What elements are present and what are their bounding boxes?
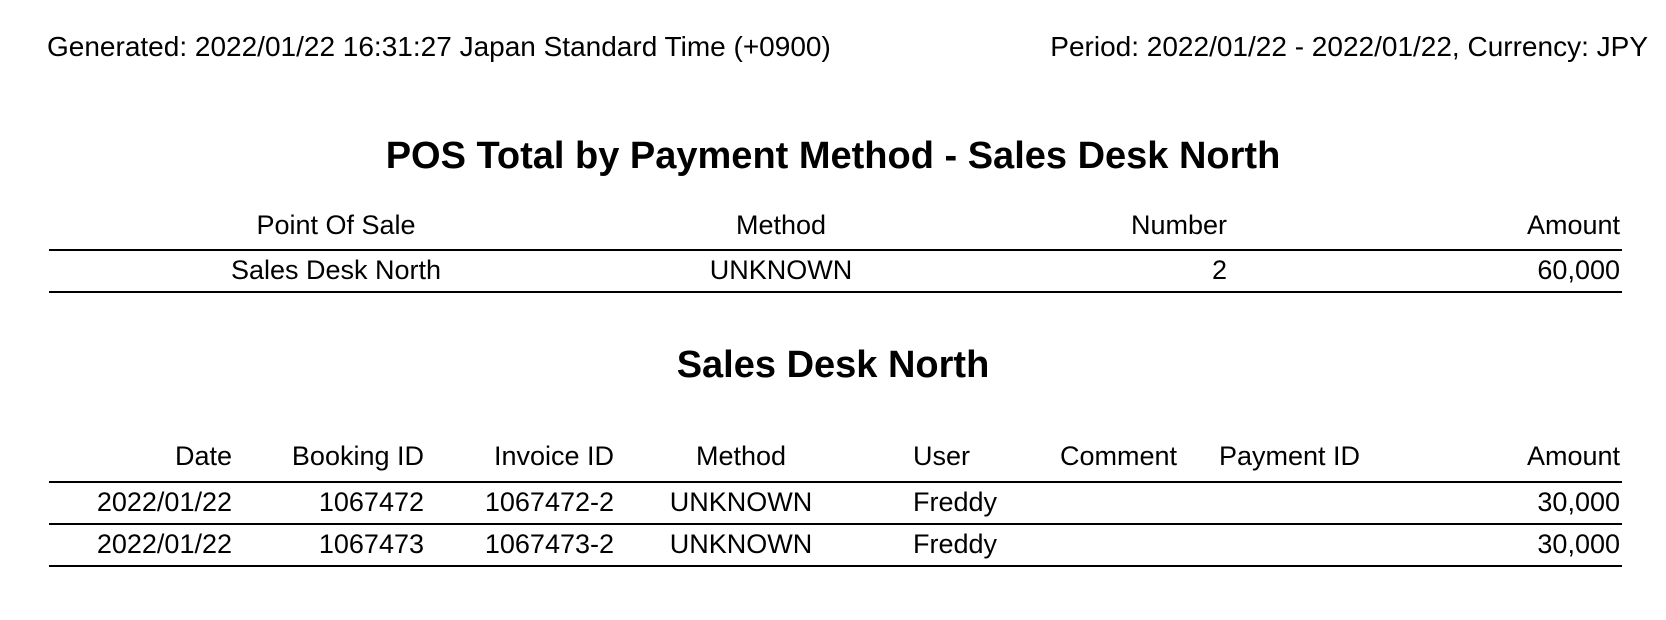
column-header-user: User xyxy=(860,427,1015,483)
cell-method: UNKNOWN xyxy=(622,482,860,525)
cell-booking-id: 1067473 xyxy=(240,524,432,567)
pos-summary-table: Point Of Sale Method Number Amount Sales… xyxy=(49,198,1622,293)
cell-payment-id xyxy=(1185,524,1368,567)
cell-method: UNKNOWN xyxy=(622,524,860,567)
cell-date: 2022/01/22 xyxy=(49,482,240,525)
cell-method: UNKNOWN xyxy=(623,250,939,293)
column-header-method: Method xyxy=(622,427,860,483)
column-header-amount: Amount xyxy=(1368,427,1622,483)
pos-detail-table: Date Booking ID Invoice ID Method User C… xyxy=(49,427,1622,567)
column-header-comment: Comment xyxy=(1015,427,1185,483)
cell-amount: 30,000 xyxy=(1368,524,1622,567)
cell-amount: 30,000 xyxy=(1368,482,1622,525)
table-row: 2022/01/22 1067473 1067473-2 UNKNOWN Fre… xyxy=(49,524,1622,567)
column-header-invoice-id: Invoice ID xyxy=(432,427,622,483)
table-row: 2022/01/22 1067472 1067472-2 UNKNOWN Fre… xyxy=(49,482,1622,525)
cell-booking-id: 1067472 xyxy=(240,482,432,525)
cell-invoice-id: 1067473-2 xyxy=(432,524,622,567)
column-header-amount: Amount xyxy=(1237,198,1622,251)
column-header-method: Method xyxy=(623,198,939,251)
column-header-point-of-sale: Point Of Sale xyxy=(49,198,623,251)
cell-payment-id xyxy=(1185,482,1368,525)
generated-timestamp: Generated: 2022/01/22 16:31:27 Japan Sta… xyxy=(47,31,831,62)
detail-header-row: Date Booking ID Invoice ID Method User C… xyxy=(49,427,1622,483)
cell-user: Freddy xyxy=(860,482,1015,525)
cell-user: Freddy xyxy=(860,524,1015,567)
table-row: Sales Desk North UNKNOWN 2 60,000 xyxy=(49,250,1622,293)
cell-point-of-sale: Sales Desk North xyxy=(49,250,623,293)
cell-amount: 60,000 xyxy=(1237,250,1622,293)
period-currency: Period: 2022/01/22 - 2022/01/22, Currenc… xyxy=(1050,31,1648,62)
summary-report-title: POS Total by Payment Method - Sales Desk… xyxy=(385,135,1281,177)
cell-invoice-id: 1067472-2 xyxy=(432,482,622,525)
column-header-payment-id: Payment ID xyxy=(1185,427,1368,483)
cell-date: 2022/01/22 xyxy=(49,524,240,567)
summary-header-row: Point Of Sale Method Number Amount xyxy=(49,198,1622,251)
cell-comment xyxy=(1015,524,1185,567)
cell-comment xyxy=(1015,482,1185,525)
column-header-number: Number xyxy=(939,198,1237,251)
column-header-date: Date xyxy=(49,427,240,483)
column-header-booking-id: Booking ID xyxy=(240,427,432,483)
cell-number: 2 xyxy=(939,250,1237,293)
detail-section-title: Sales Desk North xyxy=(676,344,990,386)
report-meta-bar: Generated: 2022/01/22 16:31:27 Japan Sta… xyxy=(0,0,1666,64)
